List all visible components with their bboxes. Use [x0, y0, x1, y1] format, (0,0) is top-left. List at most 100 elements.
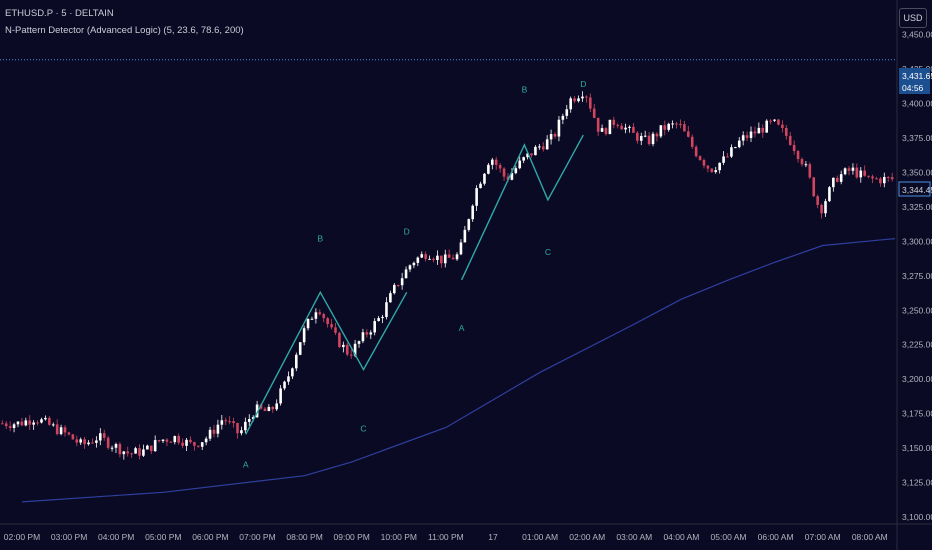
candle-body	[628, 126, 631, 128]
candle-body	[63, 427, 67, 433]
candle-body	[114, 444, 118, 448]
candle-body	[730, 147, 733, 157]
candle-body	[557, 119, 561, 137]
candle-body	[149, 445, 153, 452]
candle-body	[612, 119, 616, 125]
candle-body	[636, 132, 639, 141]
candle-body	[400, 278, 404, 286]
candle-body	[204, 438, 208, 443]
candle-body	[875, 178, 878, 180]
candle-body	[608, 119, 612, 135]
candle-body	[620, 125, 623, 130]
symbol-title[interactable]: ETHUSD.P · 5 · DELTAIN	[5, 8, 114, 19]
n-pattern-label: C	[545, 247, 551, 257]
candle-body	[12, 424, 16, 428]
candle-body	[255, 404, 259, 418]
candle-body	[777, 119, 780, 125]
candle-body	[785, 128, 788, 136]
price-tick-label: 3,400.00	[902, 98, 932, 108]
price-tick-label: 3,450.00	[902, 29, 932, 39]
price-tick-label: 3,325.00	[902, 202, 932, 212]
currency-button[interactable]: USD	[899, 8, 927, 28]
candle-body	[228, 421, 231, 423]
candle-body	[236, 423, 239, 434]
price-tick-label: 3,125.00	[902, 478, 932, 488]
candle-body	[55, 424, 59, 435]
candle-body	[48, 417, 51, 425]
candle-body	[8, 426, 12, 428]
candle-body	[757, 127, 761, 134]
price-tick-label: 3,175.00	[902, 409, 932, 419]
candle-body	[514, 168, 518, 174]
candle-body	[828, 187, 831, 202]
candle-body	[396, 284, 400, 286]
candle-body	[812, 177, 816, 197]
candle-body	[467, 219, 471, 230]
price-tick-label: 3,350.00	[902, 167, 932, 177]
candle-body	[675, 123, 678, 125]
indicator-title[interactable]: N-Pattern Detector (Advanced Logic) (5, …	[5, 25, 244, 36]
candle-body	[706, 165, 710, 169]
price-tick-label: 3,300.00	[902, 236, 932, 246]
candle-body	[71, 434, 75, 440]
time-tick-label: 05:00 PM	[145, 532, 181, 542]
candle-body	[565, 109, 569, 116]
candle-body	[36, 422, 39, 424]
time-tick-label: 02:00 AM	[569, 532, 605, 542]
candle-body	[110, 447, 114, 449]
time-axis[interactable]: 02:00 PM 03:00 PM 04:00 PM 05:00 PM 06:00 PM…	[4, 532, 888, 542]
candle-body	[393, 284, 396, 294]
n-pattern-label: B	[317, 233, 323, 243]
candle-body	[330, 324, 333, 328]
candle-body	[694, 146, 698, 157]
candle-body	[377, 318, 380, 322]
candlesticks	[1, 91, 894, 460]
time-tick-label: 04:00 AM	[663, 532, 699, 542]
candle-body	[667, 123, 670, 130]
candle-body	[106, 437, 110, 448]
candle-body	[718, 162, 721, 171]
candle-body	[353, 343, 357, 356]
candle-body	[432, 258, 435, 261]
candle-body	[769, 120, 772, 122]
candle-body	[283, 381, 286, 389]
candle-body	[342, 344, 345, 348]
candle-body	[483, 173, 486, 184]
candle-body	[381, 316, 384, 319]
candle-body	[99, 433, 102, 441]
price-tick-label: 3,225.00	[902, 340, 932, 350]
candle-body	[181, 442, 184, 446]
candle-body	[510, 173, 514, 180]
candle-body	[447, 254, 451, 258]
candle-body	[671, 123, 674, 125]
candle-body	[479, 183, 482, 189]
candle-body	[408, 265, 412, 270]
candle-body	[773, 119, 776, 121]
candle-body	[659, 125, 663, 137]
candle-body	[538, 146, 541, 148]
candle-body	[463, 229, 467, 243]
candle-body	[173, 436, 177, 443]
current-price-tag	[899, 68, 930, 94]
candle-body	[647, 135, 651, 145]
candle-body	[291, 368, 294, 377]
candle-body	[632, 126, 635, 133]
candle-body	[639, 135, 643, 141]
candle-body	[146, 445, 149, 450]
candle-body	[443, 254, 447, 264]
price-axis[interactable]: 3,100.00 3,125.00 3,150.00 3,175.00 3,200.00…	[902, 29, 932, 522]
candle-body	[788, 135, 792, 145]
candle-body	[436, 255, 439, 261]
candle-body	[816, 196, 819, 205]
time-tick-label: 10:00 PM	[381, 532, 417, 542]
candle-body	[40, 419, 43, 423]
candle-body	[624, 127, 627, 130]
candle-body	[549, 134, 553, 140]
candle-body	[193, 442, 196, 446]
candle-body	[298, 342, 302, 355]
time-tick-label: 04:00 PM	[98, 532, 134, 542]
candle-body	[749, 131, 753, 138]
candle-body	[596, 117, 600, 132]
